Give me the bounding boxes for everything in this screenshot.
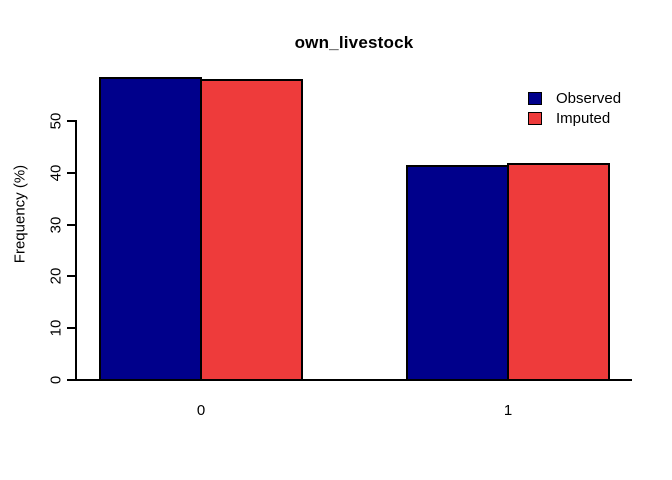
legend-item-observed: Observed — [528, 88, 621, 108]
y-axis-line — [75, 120, 77, 381]
legend-label-observed: Observed — [556, 89, 622, 107]
x-category-label: 0 — [196, 402, 206, 419]
x-category-label: 1 — [503, 402, 513, 419]
imputed-color-swatch — [528, 111, 542, 125]
y-tick — [67, 171, 76, 174]
y-tick-label: 40 — [47, 164, 65, 182]
legend: Observed Imputed — [528, 88, 621, 128]
x-axis-line — [75, 379, 632, 381]
bar-observed-cat0 — [99, 77, 202, 381]
legend-item-imputed: Imputed — [528, 108, 621, 128]
chart-title: own_livestock — [294, 33, 414, 52]
y-tick — [67, 275, 76, 278]
y-tick-label: 10 — [47, 319, 65, 337]
y-tick-label: 20 — [47, 268, 65, 285]
y-tick-label: 50 — [47, 112, 65, 130]
bar-imputed-cat1 — [507, 163, 610, 381]
legend-label-imputed: Imputed — [556, 109, 611, 127]
y-axis-label: Frequency (%) — [11, 164, 29, 264]
bar-imputed-cat0 — [200, 79, 303, 381]
y-tick — [67, 120, 76, 122]
observed-color-swatch — [528, 91, 542, 105]
y-tick — [67, 327, 76, 330]
y-tick-label: 30 — [47, 216, 65, 233]
y-tick — [67, 223, 76, 226]
y-tick-label: 0 — [47, 375, 65, 385]
bar-observed-cat1 — [406, 165, 509, 381]
y-tick — [67, 379, 76, 381]
